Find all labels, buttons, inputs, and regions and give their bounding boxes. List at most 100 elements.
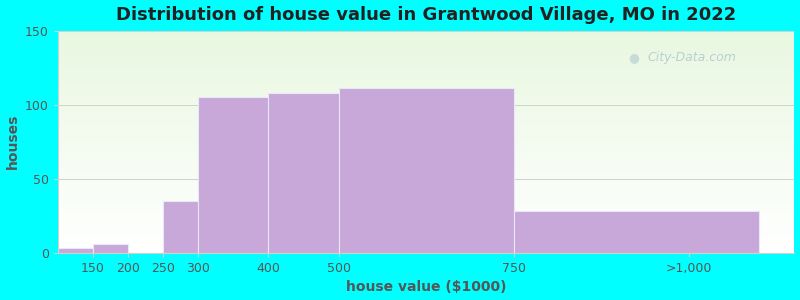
Bar (58, 233, 794, 235)
Bar (58, 166, 794, 168)
Title: Distribution of house value in Grantwood Village, MO in 2022: Distribution of house value in Grantwood… (116, 6, 736, 24)
Bar (58, 57, 794, 60)
Bar (58, 239, 794, 242)
Bar (58, 228, 794, 231)
Bar (58, 151, 794, 153)
Bar (58, 148, 794, 151)
Bar (58, 190, 794, 193)
Bar (58, 55, 794, 57)
Bar (58, 102, 794, 104)
Bar (58, 248, 93, 253)
Bar (58, 64, 794, 66)
Bar (58, 204, 794, 206)
Bar (58, 153, 794, 155)
Bar (58, 171, 794, 173)
Bar (58, 175, 794, 177)
Bar (58, 131, 794, 133)
Bar (58, 104, 794, 106)
Bar (58, 193, 794, 195)
Bar (58, 84, 794, 86)
Bar (58, 44, 794, 46)
X-axis label: house value ($1000): house value ($1000) (346, 280, 506, 294)
Bar (58, 115, 794, 117)
Bar (58, 119, 794, 122)
Bar (58, 124, 794, 126)
Bar (58, 117, 794, 119)
Bar (58, 173, 794, 175)
Bar (58, 46, 794, 48)
Bar (58, 231, 794, 233)
Text: City-Data.com: City-Data.com (647, 51, 736, 64)
Bar (58, 135, 794, 137)
Bar (58, 40, 794, 42)
Bar (58, 95, 794, 97)
Bar (58, 73, 794, 75)
Bar (58, 100, 794, 102)
Bar (58, 75, 794, 77)
Bar (58, 53, 794, 55)
Bar (58, 97, 794, 100)
Bar (58, 42, 794, 44)
Bar (58, 168, 794, 171)
Bar (58, 80, 794, 82)
Bar (58, 93, 794, 95)
Bar (58, 133, 794, 135)
Bar (58, 33, 794, 35)
Bar (58, 62, 794, 64)
Bar (58, 86, 794, 88)
Bar (58, 122, 794, 124)
Bar (58, 200, 794, 202)
Bar (58, 237, 794, 239)
Bar (58, 226, 794, 228)
Bar (58, 235, 794, 237)
Bar (58, 224, 794, 226)
Bar (58, 82, 794, 84)
Bar (58, 35, 794, 37)
Bar (58, 164, 794, 166)
Bar (58, 71, 794, 73)
Bar (58, 202, 794, 204)
Bar (163, 201, 198, 253)
Bar (58, 250, 794, 253)
Bar (58, 211, 794, 213)
Bar (58, 155, 794, 157)
Bar (58, 144, 794, 146)
Text: ●: ● (629, 51, 640, 64)
Bar (58, 217, 794, 220)
Bar (93, 244, 128, 253)
Bar (58, 246, 794, 248)
Bar (58, 182, 794, 184)
Bar (338, 88, 514, 253)
Bar (58, 215, 794, 217)
Bar (58, 126, 794, 128)
Bar (58, 248, 794, 250)
Bar (58, 195, 794, 197)
Bar (58, 137, 794, 140)
Bar (58, 113, 794, 115)
Bar (58, 177, 794, 179)
Bar (58, 184, 794, 186)
Bar (58, 244, 794, 246)
Bar (58, 160, 794, 162)
Bar (58, 77, 794, 80)
Bar (58, 146, 794, 148)
Bar (58, 208, 794, 211)
Bar (58, 91, 794, 93)
Bar (58, 68, 794, 71)
Bar (58, 188, 794, 190)
Bar (58, 128, 794, 131)
Bar (58, 162, 794, 164)
Bar (198, 97, 269, 253)
Bar (58, 213, 794, 215)
Bar (58, 66, 794, 68)
Bar (58, 48, 794, 51)
Bar (58, 179, 794, 182)
Bar (58, 220, 794, 222)
Bar (269, 93, 338, 253)
Bar (58, 157, 794, 160)
Bar (58, 222, 794, 224)
Bar (58, 111, 794, 113)
Bar (58, 142, 794, 144)
Bar (58, 60, 794, 62)
Bar (58, 186, 794, 188)
